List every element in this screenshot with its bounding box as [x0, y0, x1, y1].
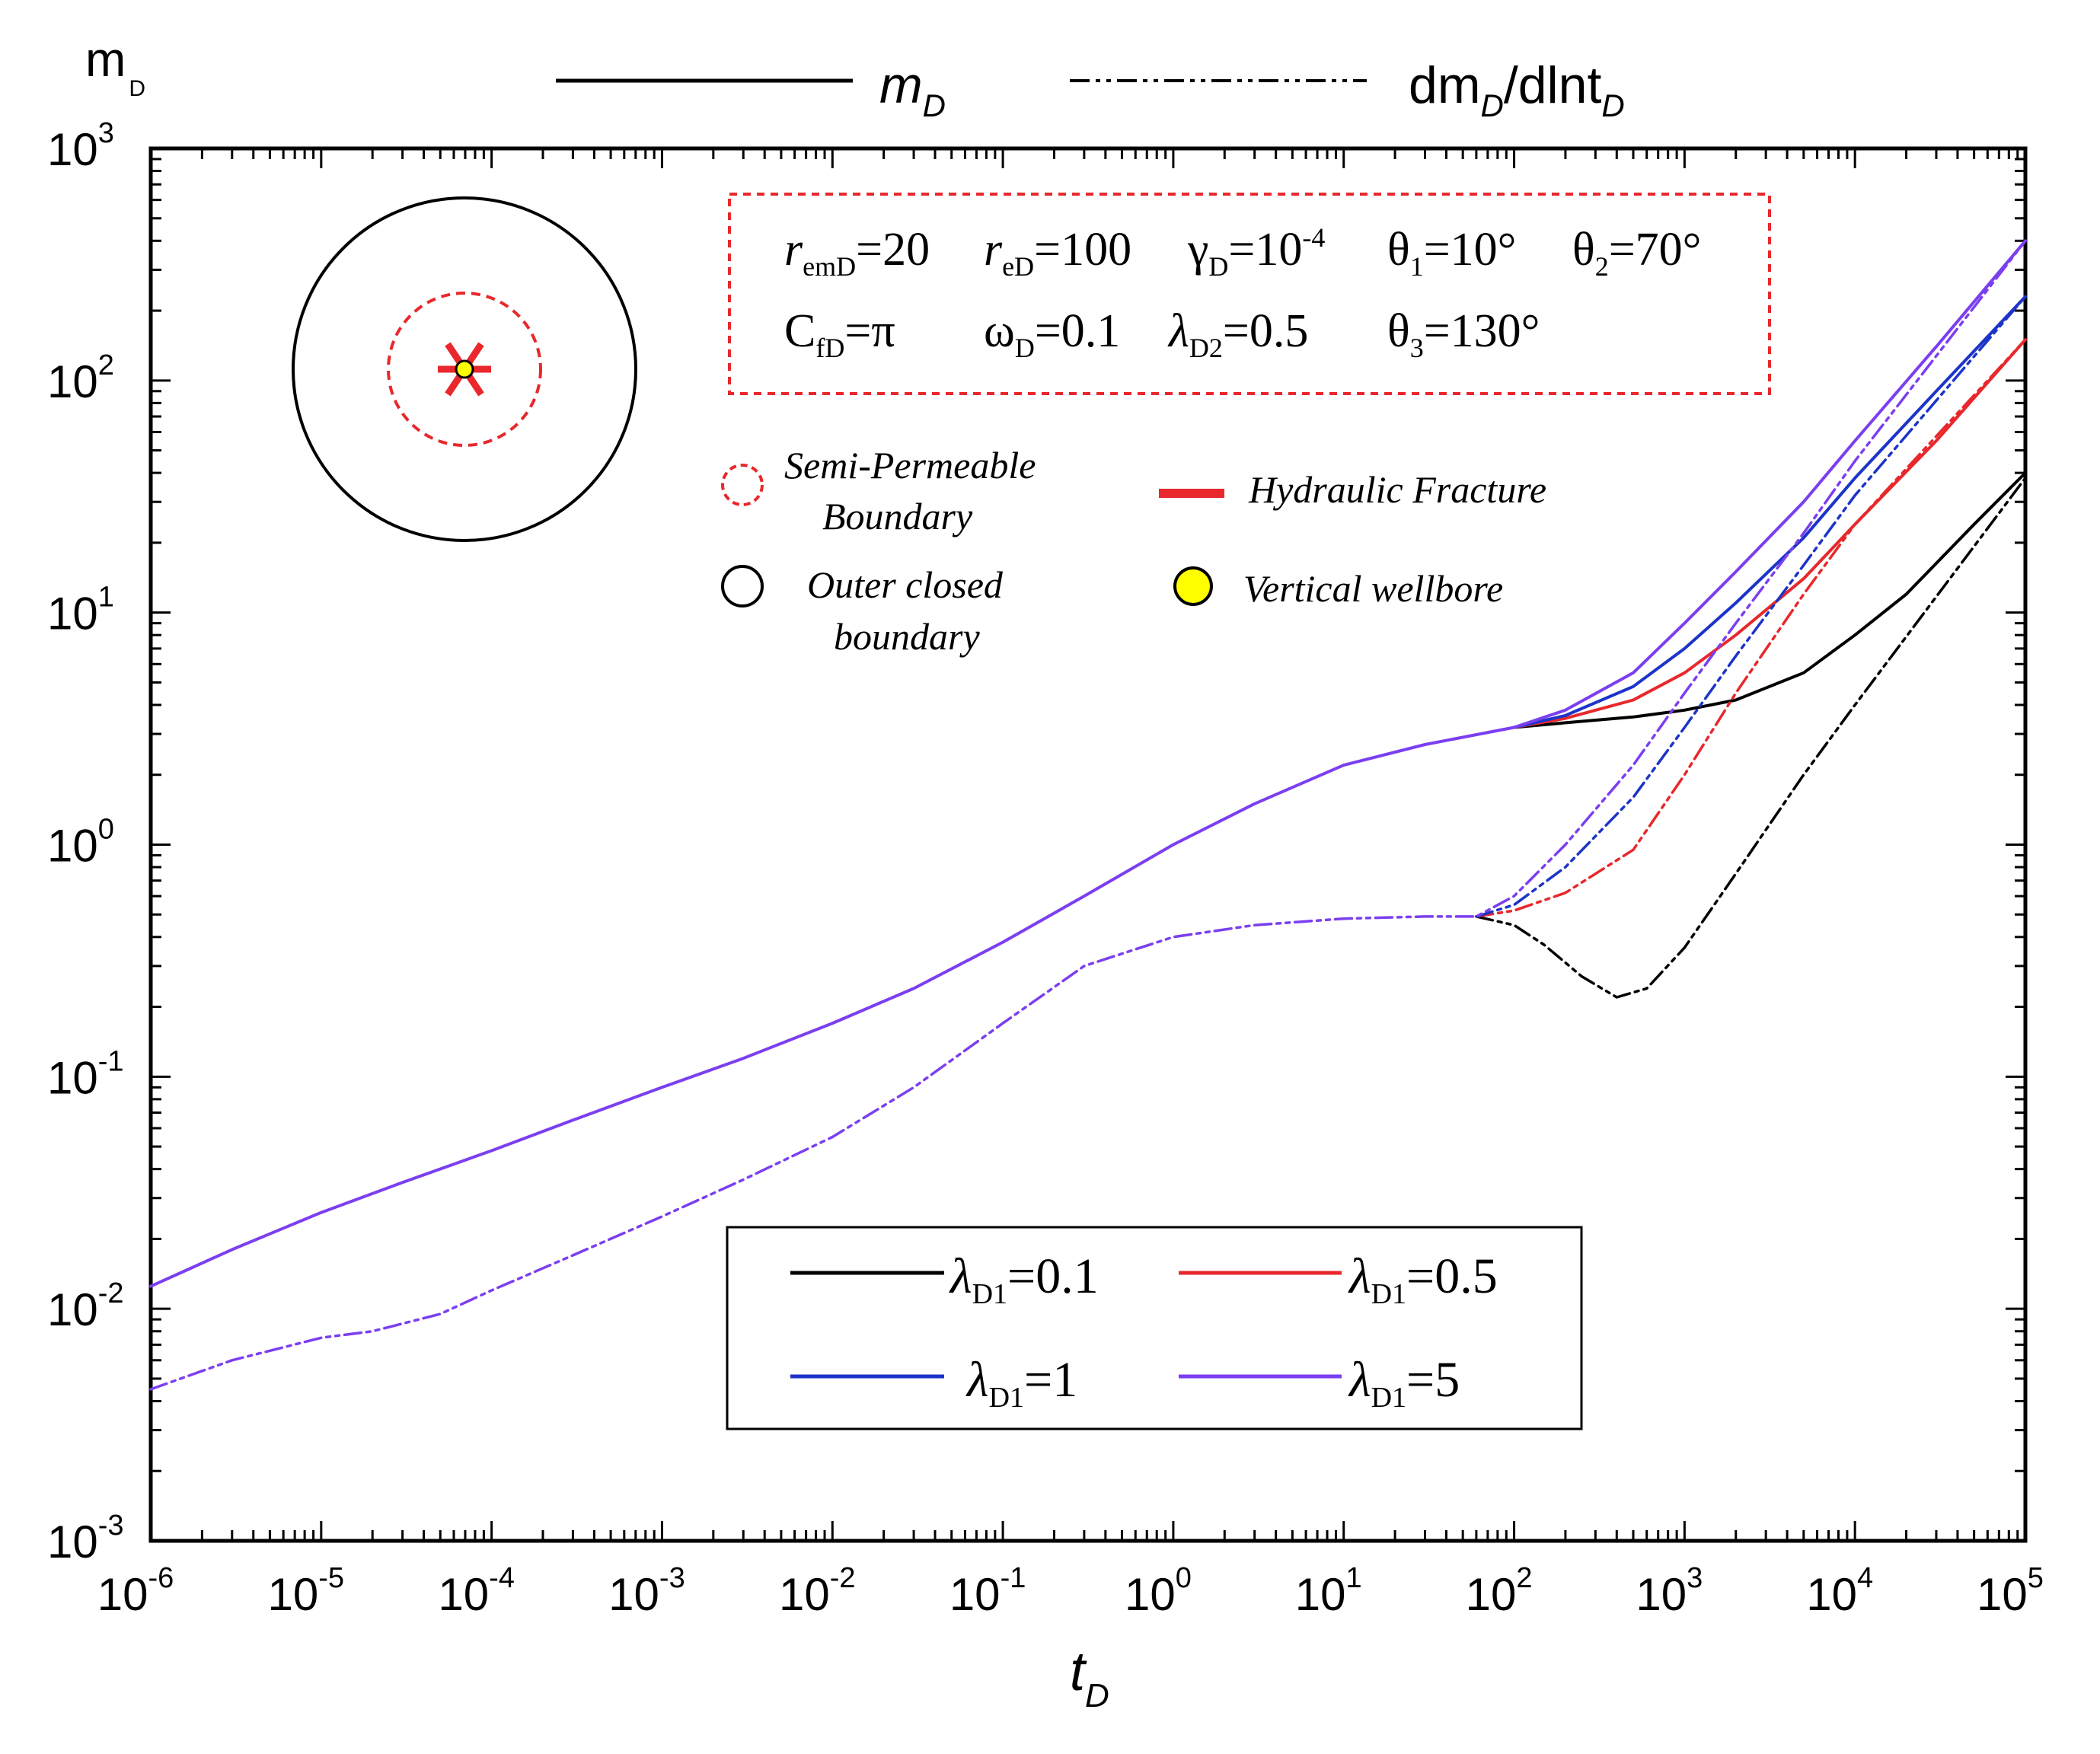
- x-tick-label: 10-2: [779, 1562, 856, 1620]
- x-tick-label: 10-6: [97, 1562, 174, 1620]
- vertical-wellbore-legend-icon: [1173, 566, 1213, 606]
- series-line: [1512, 471, 2027, 729]
- y-tick-label: 10-3: [47, 1510, 124, 1567]
- param-omega: ωD=0.1: [984, 305, 1120, 363]
- param-gamma: γD=10-4: [1187, 222, 1325, 282]
- y-axis-label: mD: [85, 32, 145, 101]
- y-tick-label: 102: [47, 349, 114, 407]
- x-tick-label: 105: [1977, 1562, 2044, 1620]
- series-line: [1475, 338, 2027, 918]
- legend-label-lam01: λD1=0.1: [949, 1249, 1099, 1310]
- semi-permeable-legend-line1: Semi-Permeable: [784, 444, 1036, 486]
- series-line: [1475, 295, 2027, 918]
- series-legend: λD1=0.1 λD1=0.5 λD1=1 λD1=5: [726, 1226, 1583, 1430]
- param-theta3: θ3=130°: [1387, 305, 1540, 363]
- legend-label-lam5: λD1=5: [1348, 1352, 1460, 1414]
- x-tick-label: 103: [1636, 1562, 1703, 1620]
- legend-label-lam05: λD1=0.5: [1348, 1249, 1498, 1310]
- series-line: [149, 239, 2027, 1391]
- param-red: reD=100: [984, 224, 1131, 282]
- parameter-box-frame: [728, 193, 1771, 395]
- style-legend: mD dmD/dlntD: [556, 56, 1625, 123]
- style-legend-solid-label: mD: [879, 56, 946, 123]
- x-tick-label: 10-3: [608, 1562, 685, 1620]
- x-tick-label: 10-4: [438, 1562, 515, 1620]
- x-tick-labels: 10-6 10-5 10-4 10-3 10-2 10-1 100 101 102 103 104 1…: [97, 1562, 2044, 1620]
- data-series: [149, 239, 2027, 1391]
- param-theta2: θ2=70°: [1572, 224, 1701, 282]
- series-line: [1475, 477, 2027, 999]
- series-line: [1512, 295, 2027, 729]
- x-tick-label: 101: [1295, 1562, 1362, 1620]
- reservoir-schematic: [292, 196, 637, 542]
- param-theta1: θ1=10°: [1387, 224, 1516, 282]
- param-cfd: CfD=π: [784, 305, 895, 363]
- series-legend-frame: [726, 1226, 1583, 1430]
- axis-ticks: [149, 147, 2027, 1542]
- x-tick-label: 100: [1125, 1562, 1192, 1620]
- x-tick-label: 10-1: [949, 1562, 1026, 1620]
- semi-permeable-boundary-circle: [387, 292, 542, 447]
- y-tick-label: 101: [47, 582, 114, 639]
- x-axis-label: tD: [1070, 1641, 1109, 1714]
- outer-closed-legend-line2: boundary: [834, 615, 980, 658]
- semi-permeable-legend-line2: Boundary: [822, 495, 973, 537]
- param-lambda-d2: λD2=0.5: [1167, 305, 1308, 363]
- schematic-legend: Semi-Permeable Boundary Hydraulic Fractu…: [721, 444, 1546, 658]
- vertical-wellbore-legend-label: Vertical wellbore: [1243, 567, 1503, 610]
- x-tick-label: 102: [1466, 1562, 1533, 1620]
- y-tick-label: 10-1: [47, 1045, 124, 1103]
- hydraulic-fracture-legend-label: Hydraulic Fracture: [1248, 468, 1546, 511]
- wellbore-dot: [455, 359, 474, 379]
- parameter-box: remD=20 reD=100 γD=10-4 θ1=10° θ2=70° Cf…: [728, 193, 1771, 395]
- x-tick-label: 104: [1806, 1562, 1873, 1620]
- y-tick-label: 100: [47, 814, 114, 872]
- outer-closed-legend-icon: [721, 565, 764, 608]
- semi-permeable-legend-icon: [721, 464, 764, 506]
- y-tick-label: 10-2: [47, 1277, 124, 1335]
- y-tick-labels: 10-3 10-2 10-1 100 101 102 103: [47, 117, 124, 1567]
- legend-label-lam1: λD1=1: [965, 1352, 1077, 1414]
- outer-boundary-circle: [292, 196, 637, 542]
- series-line: [1512, 338, 2027, 729]
- style-legend-dash-label: dmD/dlntD: [1409, 56, 1625, 123]
- param-remd: remD=20: [784, 224, 930, 282]
- outer-closed-legend-line1: Outer closed: [807, 563, 1004, 606]
- series-line: [149, 239, 2027, 1288]
- y-tick-label: 103: [47, 117, 114, 175]
- x-tick-label: 10-5: [268, 1562, 345, 1620]
